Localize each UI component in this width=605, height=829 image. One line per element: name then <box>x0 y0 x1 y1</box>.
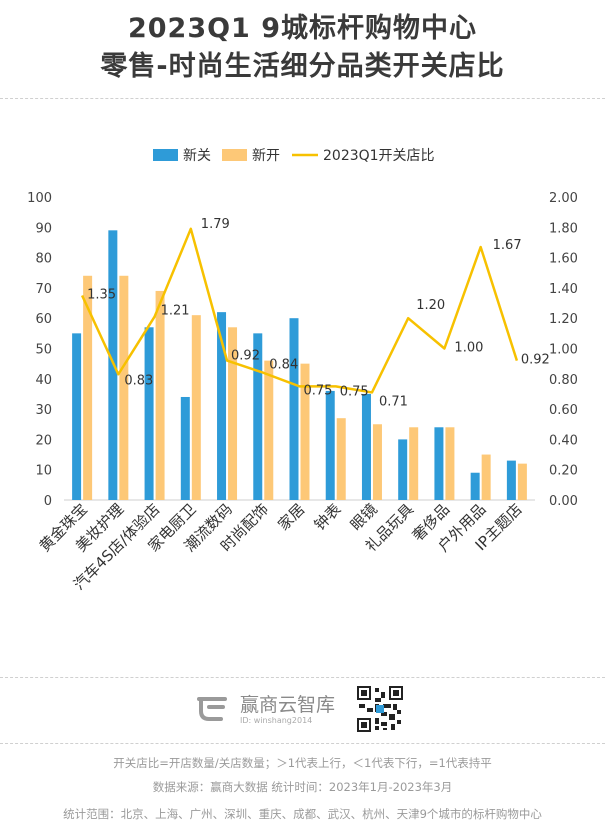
chart-title-line2: 零售-时尚生活细分品类开关店比 <box>100 51 505 82</box>
footnote-data-source: 数据来源：赢商大数据 统计时间：2023年1月-2023年3月 <box>152 780 453 794</box>
y-right-tick-label: 0.40 <box>549 433 578 448</box>
y-left-tick-label: 100 <box>27 191 52 206</box>
y-left-tick-label: 20 <box>35 433 52 448</box>
ratio-data-label: 1.20 <box>416 298 445 313</box>
legend-label-closed: 新关 <box>183 148 211 164</box>
bar-opened <box>409 427 419 500</box>
bar-closed <box>180 396 190 500</box>
ratio-data-label: 0.75 <box>304 383 333 398</box>
y-left-tick-label: 50 <box>35 343 52 358</box>
bar-closed <box>253 333 263 500</box>
bar-closed <box>325 390 335 500</box>
footnote-ratio-definition: 开关店比=开店数量/关店数量；＞1代表上行，＜1代表下行，=1代表持平 <box>113 756 492 770</box>
bar-opened <box>445 427 455 500</box>
y-right-tick-label: 1.20 <box>549 312 578 327</box>
brand-divider-top <box>0 677 605 678</box>
bar-opened <box>264 360 274 500</box>
y-right-tick-label: 0.20 <box>549 464 578 479</box>
footnote-scope: 统计范围：北京、上海、广州、深圳、重庆、成都、武汉、杭州、天津9个城市的标杆购物… <box>63 807 542 821</box>
y-left-tick-label: 30 <box>35 403 52 418</box>
bar-closed <box>289 318 299 500</box>
brand-id: ID: winshang2014 <box>240 716 313 725</box>
bar-opened <box>228 327 238 500</box>
y-right-tick-label: 0.00 <box>549 494 578 509</box>
y-left-tick-label: 60 <box>35 312 52 327</box>
y-right-tick-label: 2.00 <box>549 191 578 206</box>
ratio-data-label: 0.83 <box>124 373 153 388</box>
bar-opened <box>336 418 346 500</box>
ratio-data-label: 0.84 <box>269 358 298 373</box>
ratio-data-label: 0.71 <box>379 394 408 409</box>
qr-code-icon[interactable] <box>357 686 403 732</box>
ratio-data-label: 1.79 <box>201 217 230 232</box>
bar-closed <box>470 472 480 500</box>
y-left-tick-label: 0 <box>44 494 52 509</box>
y-left-tick-label: 40 <box>35 373 52 388</box>
chart-title-line1: 2023Q1 9城标杆购物中心 <box>127 13 478 44</box>
bar-opened <box>481 454 491 500</box>
ratio-data-label: 1.35 <box>87 287 116 302</box>
brand-name: 赢商云智库 <box>240 694 336 716</box>
bar-closed <box>72 333 82 500</box>
ratio-data-label: 0.92 <box>521 353 550 368</box>
bar-opened <box>300 363 310 500</box>
bar-closed <box>217 312 227 500</box>
x-tick-label: 家居 <box>274 500 308 534</box>
ratio-data-label: 1.00 <box>454 341 483 356</box>
winshang-logo-icon <box>197 697 227 721</box>
bar-closed <box>361 393 371 500</box>
brand-divider-bottom <box>0 743 605 744</box>
bar-opened <box>155 290 165 500</box>
ratio-line <box>80 227 519 394</box>
bar-closed <box>398 439 408 500</box>
top-divider <box>0 98 605 99</box>
bar-closed <box>506 460 516 500</box>
y-right-tick-label: 1.00 <box>549 343 578 358</box>
y-left-tick-label: 10 <box>35 464 52 479</box>
y-right-tick-label: 0.60 <box>549 403 578 418</box>
ratio-data-label: 0.75 <box>340 384 369 399</box>
ratio-data-label: 1.21 <box>161 304 190 319</box>
bar-opened <box>191 315 201 500</box>
bar-closed <box>434 427 444 500</box>
y-left-tick-label: 80 <box>35 252 52 267</box>
ratio-data-label: 0.92 <box>231 349 260 364</box>
legend-swatch-closed <box>153 149 178 161</box>
bar-closed <box>144 327 154 500</box>
bar-opened <box>372 424 382 500</box>
y-left-tick-label: 70 <box>35 282 52 297</box>
y-right-tick-label: 1.80 <box>549 221 578 236</box>
combo-chart: 0 10 20 30 40 50 60 70 80 90 100 0.00 0.20 0.40 0.60 0.… <box>27 148 578 594</box>
y-right-tick-label: 0.80 <box>549 373 578 388</box>
bar-opened <box>119 275 129 500</box>
legend-label-opened: 新开 <box>252 148 280 164</box>
y-right-tick-label: 1.40 <box>549 282 578 297</box>
ratio-data-label: 1.67 <box>493 238 522 253</box>
x-tick-label: 钟表 <box>311 500 345 534</box>
y-left-tick-label: 90 <box>35 221 52 236</box>
bar-opened <box>83 275 93 500</box>
legend-swatch-opened <box>222 149 247 161</box>
y-right-tick-label: 1.60 <box>549 252 578 267</box>
legend-label-ratio: 2023Q1开关店比 <box>323 148 435 164</box>
bar-opened <box>517 463 527 500</box>
